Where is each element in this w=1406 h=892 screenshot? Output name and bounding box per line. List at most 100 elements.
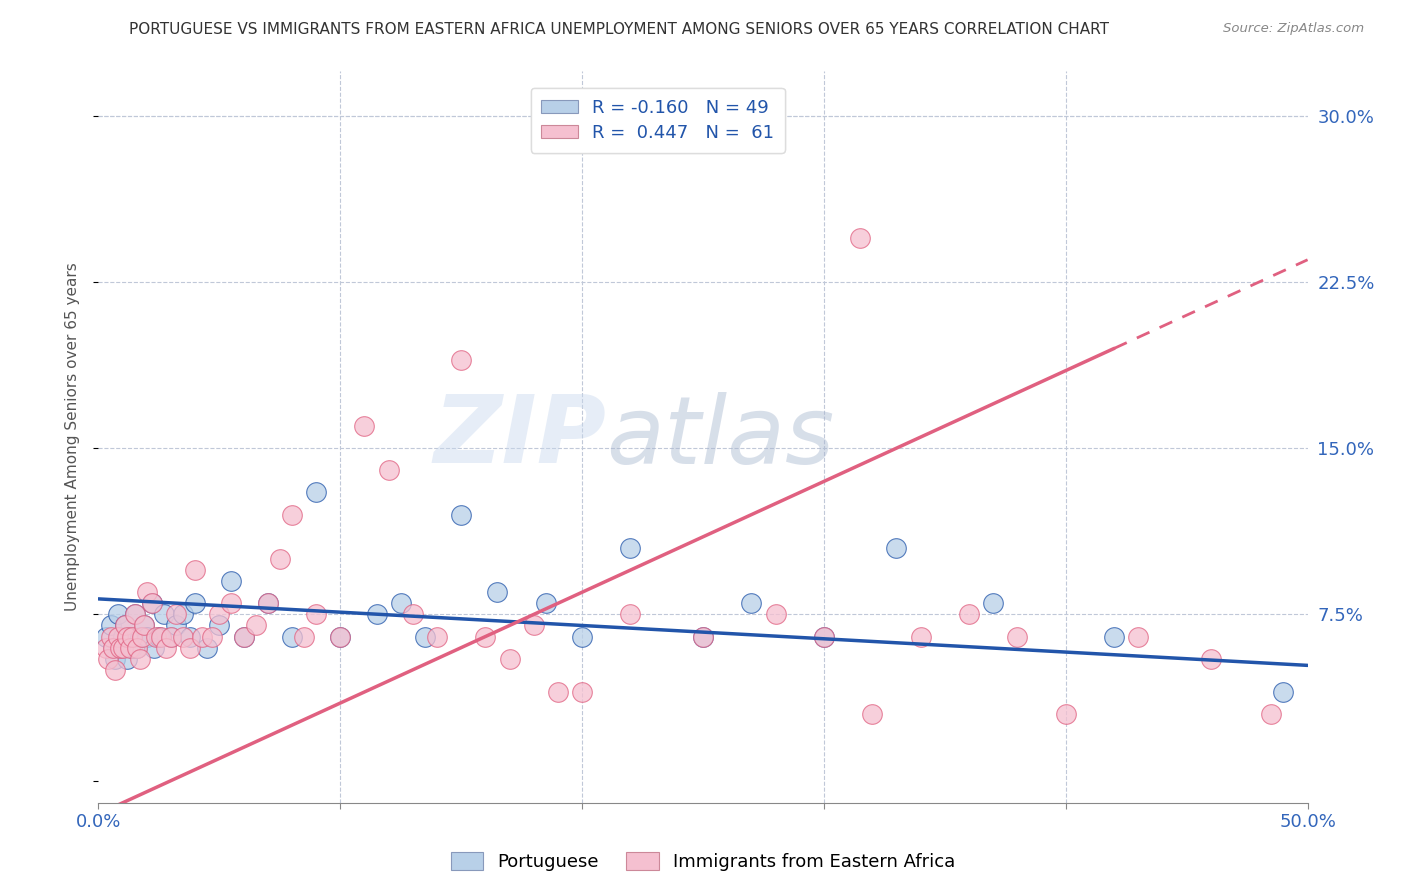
Point xyxy=(131,630,153,644)
Point xyxy=(104,663,127,677)
Point xyxy=(377,463,399,477)
Point xyxy=(292,630,315,644)
Point xyxy=(813,630,835,644)
Point xyxy=(114,618,136,632)
Point xyxy=(184,596,207,610)
Point xyxy=(740,596,762,610)
Point xyxy=(450,508,472,522)
Point xyxy=(114,618,136,632)
Point xyxy=(389,596,412,610)
Point xyxy=(117,651,139,665)
Point xyxy=(1128,630,1150,644)
Point xyxy=(692,630,714,644)
Point xyxy=(124,607,146,622)
Legend: Portuguese, Immigrants from Eastern Africa: Portuguese, Immigrants from Eastern Afri… xyxy=(443,845,963,879)
Point xyxy=(269,552,291,566)
Y-axis label: Unemployment Among Seniors over 65 years: Unemployment Among Seniors over 65 years xyxy=(65,263,80,611)
Point xyxy=(94,640,117,655)
Point xyxy=(118,630,141,644)
Point xyxy=(150,630,173,644)
Point xyxy=(692,630,714,644)
Point xyxy=(1102,630,1125,644)
Point xyxy=(910,630,932,644)
Point xyxy=(111,630,134,644)
Point xyxy=(547,685,569,699)
Point xyxy=(571,630,593,644)
Point xyxy=(179,630,201,644)
Point xyxy=(107,607,129,622)
Point xyxy=(1007,630,1029,644)
Point xyxy=(195,640,218,655)
Point xyxy=(121,640,143,655)
Point xyxy=(305,485,328,500)
Point xyxy=(108,640,131,655)
Point xyxy=(208,607,231,622)
Point xyxy=(765,607,787,622)
Point xyxy=(1199,651,1222,665)
Point xyxy=(145,630,167,644)
Point xyxy=(134,618,156,632)
Point xyxy=(486,585,509,599)
Point xyxy=(160,630,183,644)
Point xyxy=(329,630,352,644)
Point xyxy=(104,651,127,665)
Point xyxy=(143,640,166,655)
Point xyxy=(752,120,775,134)
Point xyxy=(474,630,496,644)
Point xyxy=(108,640,131,655)
Point xyxy=(100,630,122,644)
Point xyxy=(402,607,425,622)
Point xyxy=(305,607,328,622)
Point xyxy=(160,630,183,644)
Point xyxy=(172,630,194,644)
Point xyxy=(165,618,187,632)
Point xyxy=(128,651,150,665)
Point xyxy=(957,607,980,622)
Point xyxy=(886,541,908,555)
Point xyxy=(860,707,883,722)
Point xyxy=(256,596,278,610)
Point xyxy=(165,607,187,622)
Point xyxy=(619,607,641,622)
Point xyxy=(118,640,141,655)
Point xyxy=(221,596,243,610)
Point xyxy=(111,640,134,655)
Point xyxy=(426,630,449,644)
Text: atlas: atlas xyxy=(606,392,835,483)
Point xyxy=(127,640,149,655)
Point xyxy=(124,607,146,622)
Point xyxy=(97,651,120,665)
Point xyxy=(141,596,163,610)
Point xyxy=(849,230,872,244)
Point xyxy=(101,640,124,655)
Point xyxy=(571,685,593,699)
Point xyxy=(221,574,243,589)
Point xyxy=(281,630,304,644)
Point xyxy=(127,640,149,655)
Point xyxy=(94,630,117,644)
Point xyxy=(1272,685,1295,699)
Point xyxy=(141,596,163,610)
Point xyxy=(232,630,254,644)
Point xyxy=(232,630,254,644)
Point xyxy=(201,630,224,644)
Point xyxy=(179,640,201,655)
Point xyxy=(413,630,436,644)
Point xyxy=(101,640,124,655)
Point xyxy=(121,630,143,644)
Point xyxy=(498,651,520,665)
Text: Source: ZipAtlas.com: Source: ZipAtlas.com xyxy=(1223,22,1364,36)
Point xyxy=(100,618,122,632)
Point xyxy=(366,607,388,622)
Point xyxy=(191,630,214,644)
Point xyxy=(148,630,170,644)
Point xyxy=(155,640,177,655)
Point xyxy=(135,585,157,599)
Point xyxy=(208,618,231,632)
Point xyxy=(353,419,375,434)
Point xyxy=(117,630,139,644)
Point xyxy=(534,596,557,610)
Point xyxy=(256,596,278,610)
Point xyxy=(134,618,156,632)
Point xyxy=(329,630,352,644)
